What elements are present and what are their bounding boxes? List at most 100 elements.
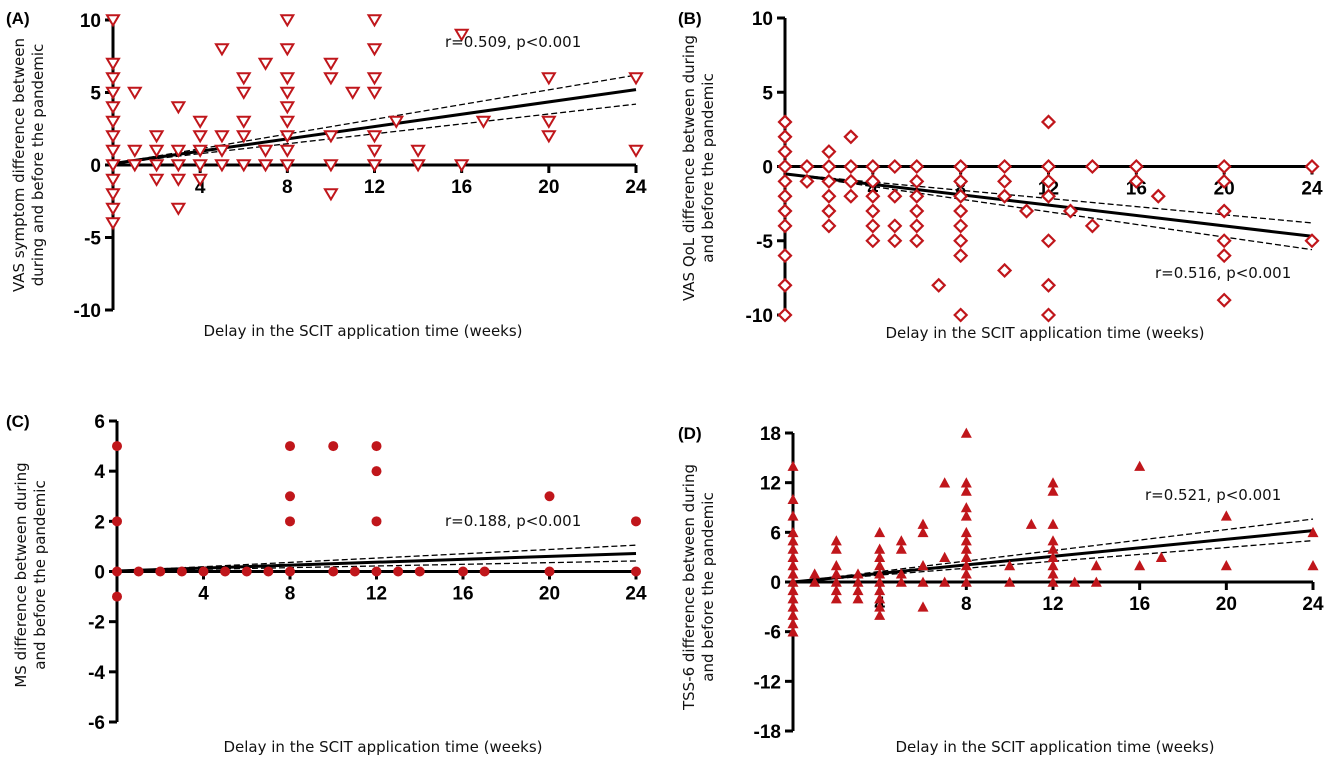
data-point <box>279 43 296 57</box>
data-point <box>1047 551 1059 562</box>
data-point <box>279 115 296 129</box>
data-point <box>192 173 208 187</box>
data-point <box>909 218 925 234</box>
y-tick-label: 6 <box>770 523 781 544</box>
correlation-annotation: r=0.509, p<0.001 <box>445 33 581 51</box>
data-point <box>953 158 969 175</box>
data-point <box>1040 173 1057 189</box>
data-point <box>953 248 969 264</box>
y-tick-label: -10 <box>74 301 101 322</box>
data-point <box>1047 477 1059 488</box>
data-point <box>843 129 859 145</box>
data-point <box>410 144 426 158</box>
data-point <box>214 43 230 57</box>
data-point <box>366 159 383 173</box>
data-point <box>263 566 274 577</box>
data-point <box>112 566 122 577</box>
data-point <box>105 173 121 187</box>
data-point <box>917 518 929 529</box>
data-point <box>1090 560 1102 571</box>
data-point <box>366 130 383 144</box>
x-tick-label: 8 <box>285 584 296 605</box>
x-tick-label: 16 <box>1129 594 1150 615</box>
data-point <box>1047 568 1059 579</box>
y-tick-label: -18 <box>754 722 781 743</box>
data-point <box>105 86 121 100</box>
data-point <box>1040 158 1057 175</box>
data-point <box>997 262 1013 279</box>
data-point <box>192 159 208 173</box>
data-point <box>787 576 799 587</box>
x-tick-label: 20 <box>539 584 560 605</box>
data-point <box>1047 518 1059 529</box>
data-point <box>1134 460 1146 471</box>
data-point <box>279 72 296 86</box>
data-point <box>960 427 972 438</box>
correlation-annotation: r=0.516, p<0.001 <box>1155 264 1291 282</box>
data-point <box>1069 576 1081 587</box>
data-point <box>285 441 295 452</box>
data-point <box>909 158 925 175</box>
correlation-annotation: r=0.521, p<0.001 <box>1145 486 1281 504</box>
data-point <box>874 526 886 538</box>
data-point <box>852 584 864 596</box>
x-axis-title: Delay in the SCIT application time (week… <box>895 738 1214 756</box>
data-point <box>220 566 231 577</box>
data-point <box>830 576 842 587</box>
data-point <box>257 144 274 158</box>
data-point <box>960 576 972 587</box>
data-point <box>874 593 886 604</box>
data-point <box>874 560 886 571</box>
data-point <box>371 466 382 477</box>
data-point <box>214 144 230 158</box>
data-point <box>787 617 799 629</box>
data-point <box>541 115 557 129</box>
x-tick-label: 16 <box>452 584 473 605</box>
data-point <box>1047 485 1059 496</box>
data-point <box>874 576 886 587</box>
x-tick-label: 24 <box>625 177 647 198</box>
data-point <box>105 72 121 86</box>
data-point <box>1004 576 1016 587</box>
data-point <box>787 510 799 521</box>
data-point <box>939 477 951 488</box>
data-point <box>148 159 165 173</box>
data-point <box>285 566 295 577</box>
data-point <box>410 159 426 173</box>
data-point <box>895 543 907 554</box>
data-point <box>787 609 799 620</box>
data-point <box>874 551 886 562</box>
data-point <box>960 551 972 562</box>
data-point <box>960 543 972 554</box>
data-point <box>997 173 1013 189</box>
data-point <box>960 477 972 488</box>
data-point <box>279 101 296 115</box>
data-point <box>1216 248 1232 264</box>
data-point <box>155 566 166 577</box>
data-point <box>105 130 121 144</box>
data-point <box>279 14 296 28</box>
data-point <box>236 115 252 129</box>
data-point <box>960 510 972 521</box>
data-point <box>960 502 972 513</box>
data-point <box>1090 576 1102 587</box>
panel-label: (C) <box>6 412 30 431</box>
data-point <box>544 491 555 502</box>
data-point <box>1047 576 1059 587</box>
x-tick-label: 16 <box>451 177 472 198</box>
data-point <box>917 560 929 571</box>
y-tick-label: 0 <box>762 158 773 179</box>
data-point <box>1216 158 1232 175</box>
y-tick-label: 10 <box>80 11 101 32</box>
data-point <box>1047 560 1059 571</box>
data-point <box>328 566 339 577</box>
data-point <box>323 72 339 86</box>
data-point <box>787 568 799 579</box>
data-point <box>909 203 925 219</box>
data-point <box>1216 233 1232 249</box>
data-point <box>458 566 468 577</box>
y-tick-label: 18 <box>760 424 781 445</box>
data-point <box>170 159 187 173</box>
